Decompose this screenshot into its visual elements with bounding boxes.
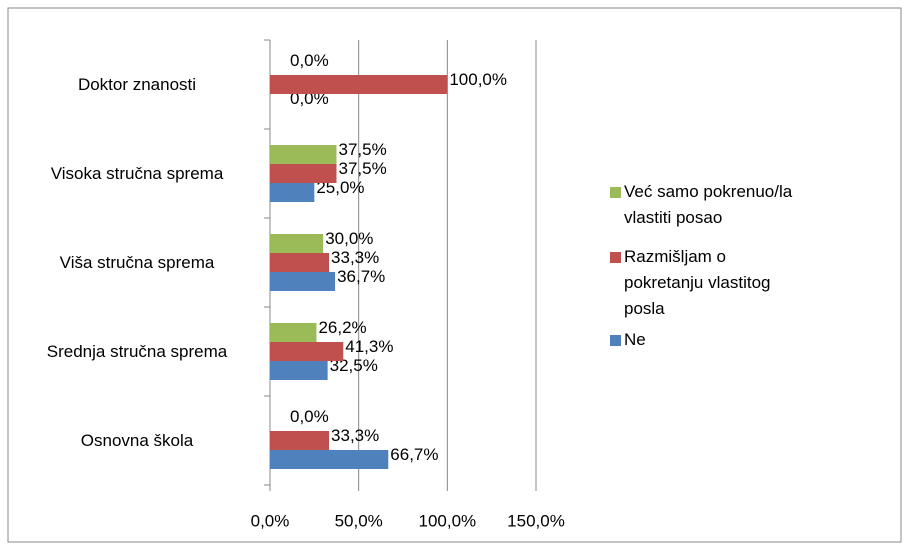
bar bbox=[270, 253, 330, 272]
bar bbox=[270, 323, 317, 342]
bar bbox=[270, 342, 344, 361]
bar bbox=[270, 361, 328, 380]
data-label: 26,2% bbox=[318, 318, 366, 337]
y-tick-label: Doktor znanosti bbox=[77, 74, 197, 94]
data-label: 0,0% bbox=[290, 51, 329, 70]
y-tick-label: Viša stručna sprema bbox=[59, 252, 215, 272]
bar bbox=[270, 164, 337, 183]
data-label: 36,7% bbox=[337, 267, 385, 286]
bar bbox=[270, 234, 324, 253]
data-label: 33,3% bbox=[331, 248, 379, 267]
data-label: 30,0% bbox=[325, 229, 373, 248]
x-tick-label: 150,0% bbox=[507, 511, 565, 530]
data-label: 41,3% bbox=[345, 337, 393, 356]
bar bbox=[270, 450, 389, 469]
data-label: 37,5% bbox=[339, 140, 387, 159]
x-tick-label: 0,0% bbox=[251, 511, 290, 530]
bar bbox=[270, 183, 315, 202]
bar bbox=[270, 75, 448, 94]
chart-border bbox=[7, 7, 902, 543]
legend-swatch bbox=[610, 335, 621, 346]
data-label: 66,7% bbox=[390, 445, 438, 464]
legend-label: Razmišljam o pokretanju vlastitog posla bbox=[624, 247, 771, 318]
bar bbox=[270, 272, 336, 291]
bar bbox=[270, 145, 337, 164]
legend-swatch bbox=[610, 252, 621, 263]
legend-entry: Ne bbox=[610, 327, 810, 353]
legend-entry: Razmišljam o pokretanju vlastitog posla bbox=[610, 244, 810, 322]
data-label: 100,0% bbox=[449, 70, 507, 89]
y-tick-label: Osnovna škola bbox=[80, 430, 194, 450]
legend-entry: Već samo pokrenuo/la vlastiti posao bbox=[610, 179, 810, 231]
data-label: 33,3% bbox=[331, 426, 379, 445]
legend-swatch bbox=[610, 187, 621, 198]
y-tick-label: Visoka stručna sprema bbox=[50, 163, 224, 183]
data-label: 0,0% bbox=[290, 407, 329, 426]
legend-label: Ne bbox=[624, 330, 646, 349]
legend-label: Već samo pokrenuo/la vlastiti posao bbox=[624, 182, 793, 227]
y-tick-label: Srednja stručna sprema bbox=[46, 341, 228, 361]
data-label: 37,5% bbox=[339, 159, 387, 178]
x-tick-label: 50,0% bbox=[335, 511, 383, 530]
x-tick-label: 100,0% bbox=[418, 511, 476, 530]
bar bbox=[270, 431, 330, 450]
